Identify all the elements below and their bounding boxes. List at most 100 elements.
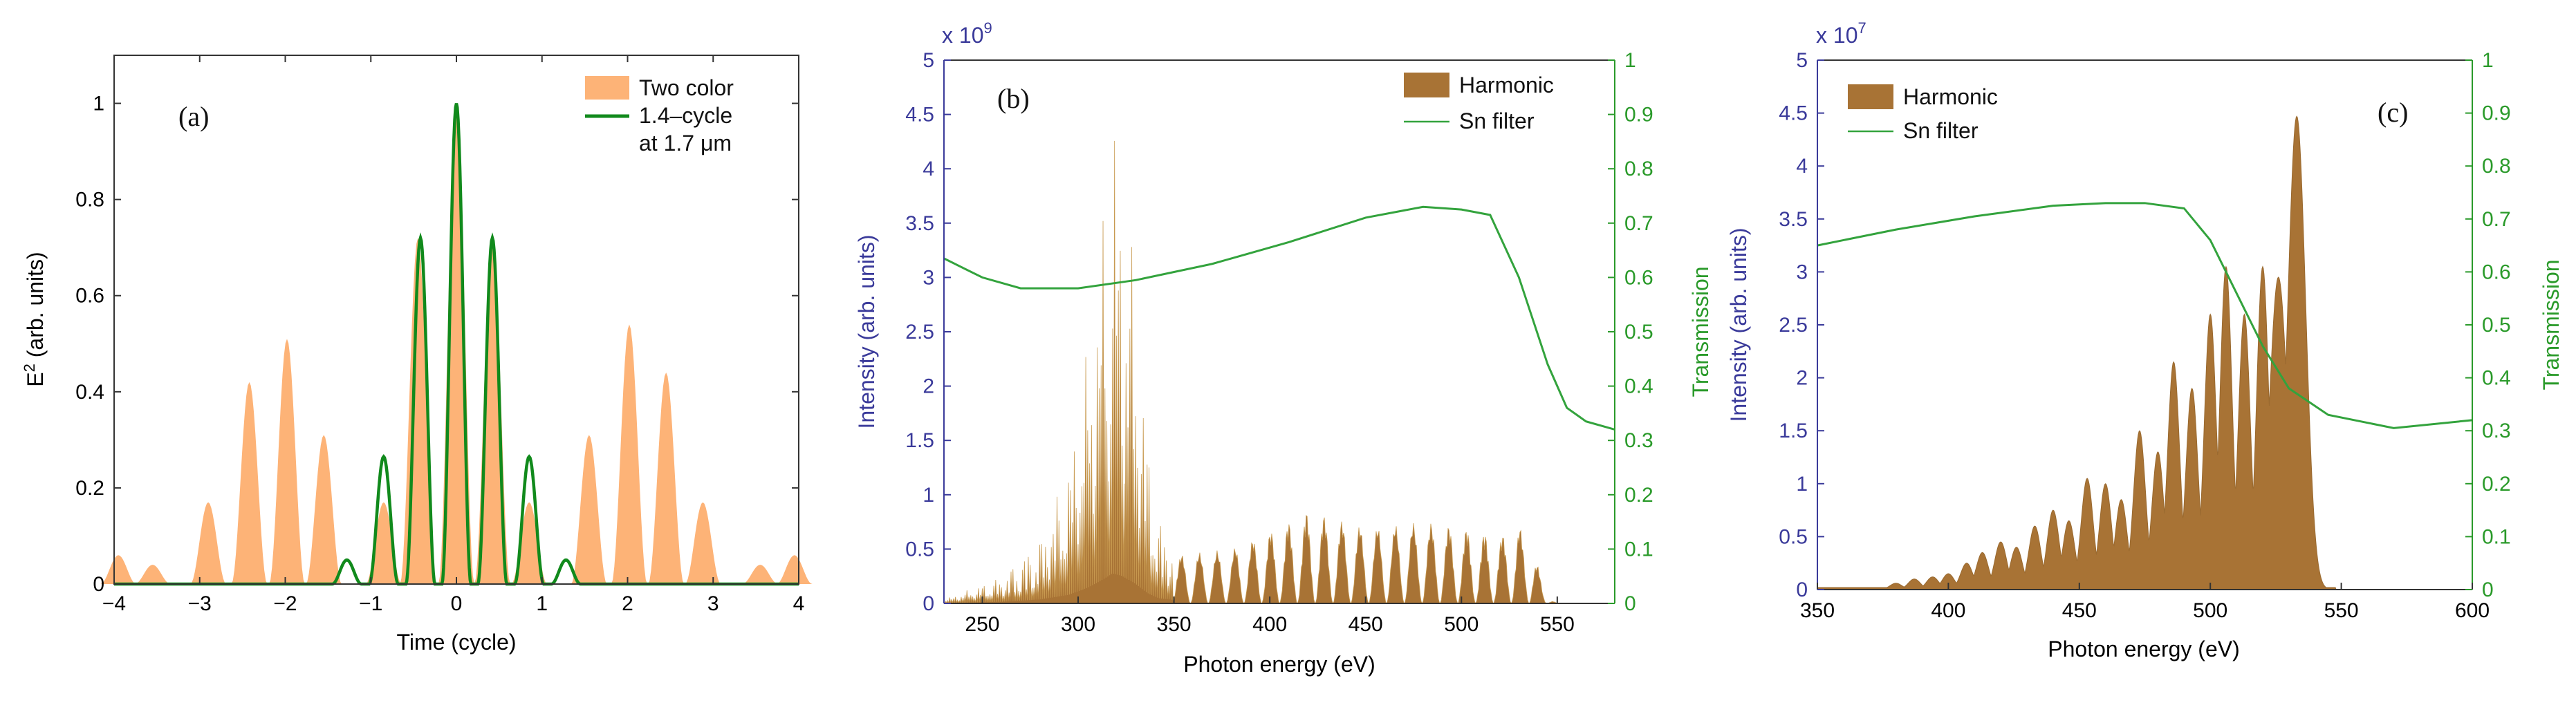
legend-sn-filter-label: Sn filter (1903, 118, 1979, 143)
two-color-lobe-1 (134, 565, 171, 584)
panel-a-legend: Two color 1.4–cycle at 1.7 μm (585, 75, 734, 156)
y-tick-label: 0.4 (75, 381, 104, 404)
panel-b-x-axis-title: Photon energy (eV) (1183, 652, 1375, 677)
right-y-tick-label: 0 (2482, 579, 2494, 601)
two-color-lobe-9 (474, 238, 510, 584)
left-y-tick-label: 3.5 (1779, 208, 1808, 231)
right-y-tick-label: 1 (2482, 49, 2494, 72)
y-tick-label: 0.2 (75, 477, 104, 500)
right-y-tick-label: 0.8 (2482, 155, 2511, 178)
right-y-tick-label: 0.6 (1624, 266, 1653, 289)
panel-a-chart: −4 −3 −2 −1 0 1 2 3 4 0 0.2 0.4 0.6 0.8 1 (a) Time (cy… (21, 55, 813, 655)
harmonic-spectrum-area (943, 140, 1615, 605)
left-y-tick-label: 4.5 (905, 104, 934, 126)
left-y-tick-label: 0.5 (905, 538, 934, 561)
two-color-lobe-3 (231, 382, 268, 584)
y-tick-label: 0 (93, 573, 104, 596)
left-y-tick-label: 1.5 (905, 429, 934, 452)
panel-c-label: (c) (2378, 97, 2408, 128)
x-tick-label: −3 (188, 592, 212, 615)
x-tick-label: 250 (965, 613, 999, 636)
left-y-tick-label: 4 (1796, 155, 1808, 178)
legend-harmonic-label: Harmonic (1903, 84, 1998, 109)
right-y-tick-label: 0.1 (1624, 538, 1653, 561)
right-y-tick-label: 0.4 (1624, 375, 1653, 398)
left-y-tick-label: 1 (923, 484, 934, 507)
x-tick-label: 400 (1252, 613, 1287, 636)
two-color-lobe-4 (268, 339, 305, 584)
left-y-tick-label: 5 (923, 49, 934, 72)
left-y-tick-label: 1.5 (1779, 420, 1808, 442)
right-y-tick-label: 0.3 (1624, 429, 1653, 452)
right-y-tick-label: 0.9 (2482, 102, 2511, 125)
x-tick-label: 550 (1540, 613, 1575, 636)
left-y-tick-label: 5 (1796, 49, 1808, 72)
y-tick-label: 1 (93, 93, 104, 115)
sn-filter-line (1817, 202, 2473, 429)
right-y-tick-label: 0.5 (2482, 314, 2511, 337)
left-y-tick-label: 2 (1796, 367, 1808, 390)
right-y-tick-label: 0.7 (2482, 208, 2511, 231)
x-tick-label: 300 (1061, 613, 1095, 636)
x-tick-label: 500 (1444, 613, 1479, 636)
x-tick-label: 1 (536, 592, 548, 615)
y-tick-label: 0.8 (75, 189, 104, 212)
x-tick-label: 350 (1157, 613, 1192, 636)
x-tick-label: 4 (793, 592, 805, 615)
panel-a-y-axis-title: E2 (arb. units) (21, 252, 48, 386)
right-y-tick-label: 0.9 (1624, 104, 1653, 126)
left-y-tick-label: 4 (923, 158, 934, 180)
x-tick-label: −1 (359, 592, 382, 615)
x-tick-label: 0 (451, 592, 463, 615)
panel-b-left-axis-title: Intensity (arb. units) (854, 235, 879, 429)
x-tick-label: 500 (2193, 599, 2227, 622)
two-color-lobe-14 (685, 502, 721, 584)
legend-harmonic-label: Harmonic (1459, 73, 1554, 97)
left-y-tick-label: 3 (923, 266, 934, 289)
x-tick-label: 450 (2062, 599, 2097, 622)
left-y-tick-label: 2.5 (1779, 314, 1808, 337)
left-y-tick-label: 2 (923, 375, 934, 398)
panel-b-label: (b) (997, 83, 1030, 114)
right-y-tick-label: 0.2 (2482, 473, 2511, 496)
right-y-tick-label: 0.2 (1624, 484, 1653, 507)
panel-b-legend: Harmonic Sn filter (1404, 73, 1554, 133)
two-color-lobe-12 (611, 324, 647, 584)
right-y-tick-label: 0.5 (1624, 321, 1653, 344)
right-y-tick-label: 0.1 (2482, 525, 2511, 548)
right-y-tick-label: 0 (1624, 592, 1636, 615)
two-color-lobe-10 (511, 502, 548, 584)
two-color-lobe-5 (306, 435, 342, 584)
sn-filter-line (943, 205, 1615, 431)
legend-cycle-label-line1: 1.4–cycle (639, 103, 732, 128)
panel-c-left-axis-title: Intensity (arb. units) (1726, 228, 1751, 422)
x-tick-label: 550 (2324, 599, 2359, 622)
panel-b-right-axis-title: Transmission (1688, 266, 1713, 397)
panel-c-legend: Harmonic Sn filter (1848, 84, 1998, 143)
two-color-lobe-11 (571, 435, 607, 584)
two-color-lobe-8 (438, 103, 474, 585)
two-color-lobe-2 (190, 502, 227, 584)
legend-harmonic-swatch (1848, 84, 1893, 109)
right-y-tick-label: 0.6 (2482, 261, 2511, 283)
left-y-tick-label: 0.5 (1779, 525, 1808, 548)
legend-two-color-label: Two color (639, 75, 734, 100)
x-tick-label: 3 (707, 592, 719, 615)
panel-c-chart: 350 400 450 500 550 60000.511.522.533.544.550… (1726, 19, 2564, 661)
left-y-tick-label: 4.5 (1779, 102, 1808, 125)
x-tick-label: 2 (622, 592, 633, 615)
y-tick-label: 0.6 (75, 285, 104, 308)
legend-sn-filter-label: Sn filter (1459, 109, 1535, 133)
two-color-lobe-0 (100, 555, 137, 584)
legend-cycle-label-line2: at 1.7 μm (639, 131, 732, 156)
left-y-tick-label: 0 (923, 592, 934, 615)
two-color-lobe-13 (648, 373, 685, 584)
right-y-tick-label: 0.3 (2482, 420, 2511, 442)
x-tick-label: −4 (102, 592, 126, 615)
legend-two-color-swatch (585, 76, 629, 100)
panel-a-x-axis-title: Time (cycle) (396, 630, 516, 655)
x-tick-label: 450 (1349, 613, 1383, 636)
right-y-tick-label: 0.7 (1624, 212, 1653, 235)
panel-c-x-axis-title: Photon energy (eV) (2048, 637, 2240, 661)
panel-c-right-axis-title: Transmission (2539, 259, 2564, 390)
